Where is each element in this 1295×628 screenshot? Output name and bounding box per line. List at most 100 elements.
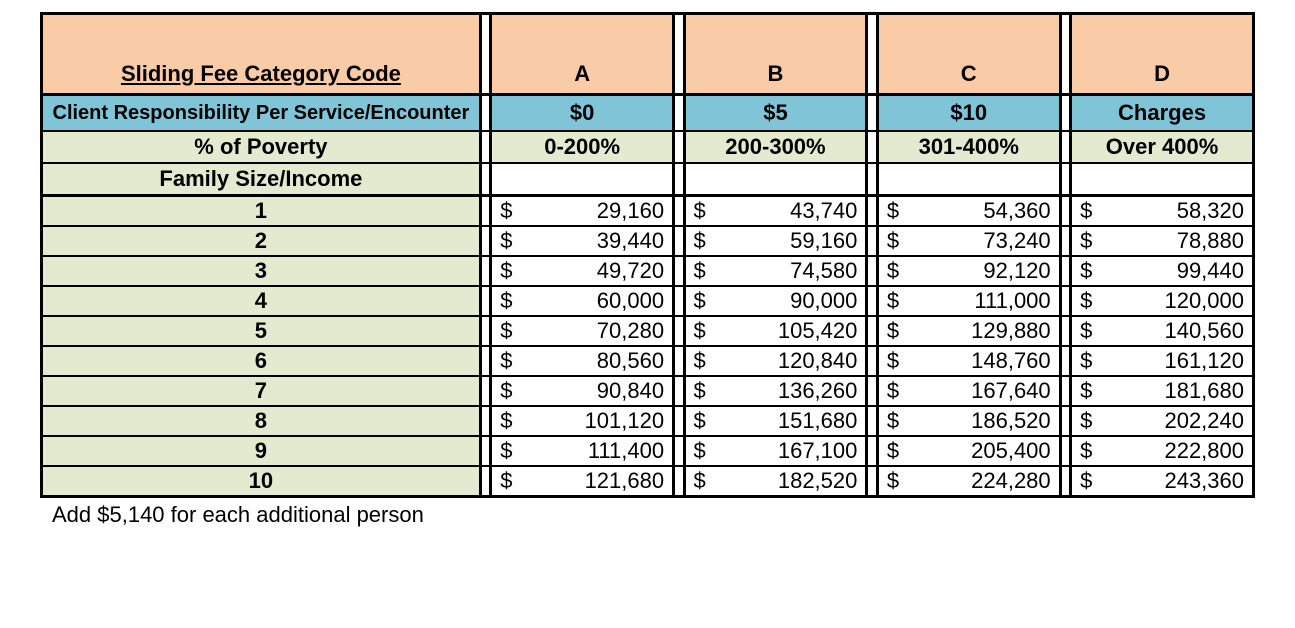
income-cell: $80,560 <box>491 346 674 376</box>
currency-symbol: $ <box>1080 288 1092 314</box>
income-cell: $120,000 <box>1071 286 1254 316</box>
currency-symbol: $ <box>1080 468 1092 494</box>
currency-symbol: $ <box>1080 408 1092 434</box>
table-row: 7$90,840$136,260$167,640$181,680 <box>42 376 1254 406</box>
currency-symbol: $ <box>1080 228 1092 254</box>
income-cell: $49,720 <box>491 256 674 286</box>
family-size-cell: 6 <box>42 346 481 376</box>
table-row: 2$39,440$59,160$73,240$78,880 <box>42 226 1254 256</box>
responsibility-D: Charges <box>1071 95 1254 132</box>
income-amount: 49,720 <box>597 258 664 284</box>
family-size-cell: 1 <box>42 196 481 227</box>
family-size-cell: 9 <box>42 436 481 466</box>
currency-symbol: $ <box>887 288 899 314</box>
income-cell: $39,440 <box>491 226 674 256</box>
currency-symbol: $ <box>500 228 512 254</box>
income-amount: 167,640 <box>971 378 1051 404</box>
family-size-cell: 4 <box>42 286 481 316</box>
row-poverty: % of Poverty 0-200% 200-300% 301-400% Ov… <box>42 131 1254 163</box>
income-cell: $224,280 <box>877 466 1060 497</box>
income-cell: $60,000 <box>491 286 674 316</box>
category-A: A <box>491 14 674 95</box>
income-amount: 202,240 <box>1164 408 1244 434</box>
income-cell: $73,240 <box>877 226 1060 256</box>
income-amount: 111,400 <box>588 438 664 464</box>
family-size-cell: 3 <box>42 256 481 286</box>
currency-symbol: $ <box>694 408 706 434</box>
income-amount: 120,000 <box>1164 288 1244 314</box>
income-cell: $161,120 <box>1071 346 1254 376</box>
table-row: 9$111,400$167,100$205,400$222,800 <box>42 436 1254 466</box>
income-amount: 99,440 <box>1177 258 1244 284</box>
family-size-cell: 5 <box>42 316 481 346</box>
income-amount: 58,320 <box>1177 198 1244 224</box>
currency-symbol: $ <box>1080 378 1092 404</box>
income-cell: $92,120 <box>877 256 1060 286</box>
family-size-cell: 2 <box>42 226 481 256</box>
income-cell: $111,400 <box>491 436 674 466</box>
currency-symbol: $ <box>694 258 706 284</box>
currency-symbol: $ <box>500 348 512 374</box>
income-amount: 140,560 <box>1164 318 1244 344</box>
responsibility-label: Client Responsibility Per Service/Encoun… <box>42 95 481 132</box>
table-row: 6$80,560$120,840$148,760$161,120 <box>42 346 1254 376</box>
income-amount: 101,120 <box>585 408 665 434</box>
income-cell: $120,840 <box>684 346 867 376</box>
currency-symbol: $ <box>887 438 899 464</box>
income-amount: 60,000 <box>597 288 664 314</box>
income-amount: 205,400 <box>971 438 1051 464</box>
currency-symbol: $ <box>1080 348 1092 374</box>
category-C: C <box>877 14 1060 95</box>
income-cell: $70,280 <box>491 316 674 346</box>
income-cell: $90,000 <box>684 286 867 316</box>
income-cell: $167,640 <box>877 376 1060 406</box>
currency-symbol: $ <box>694 378 706 404</box>
income-amount: 120,840 <box>778 348 858 374</box>
table-row: 3 $49,720 $74,580 $92,120 $99,440 <box>42 256 1254 286</box>
family-size-cell: 7 <box>42 376 481 406</box>
currency-symbol: $ <box>500 318 512 344</box>
income-amount: 182,520 <box>778 468 858 494</box>
currency-symbol: $ <box>694 228 706 254</box>
poverty-label: % of Poverty <box>42 131 481 163</box>
income-cell: $111,000 <box>877 286 1060 316</box>
income-cell: $186,520 <box>877 406 1060 436</box>
currency-symbol: $ <box>500 258 512 284</box>
row-family-header: Family Size/Income <box>42 163 1254 196</box>
poverty-range-A: 0-200% <box>491 131 674 163</box>
currency-symbol: $ <box>694 438 706 464</box>
currency-symbol: $ <box>500 288 512 314</box>
income-cell: $105,420 <box>684 316 867 346</box>
table-row: 8$101,120$151,680$186,520$202,240 <box>42 406 1254 436</box>
income-cell: $59,160 <box>684 226 867 256</box>
income-amount: 181,680 <box>1164 378 1244 404</box>
income-amount: 136,260 <box>778 378 858 404</box>
poverty-range-C: 301-400% <box>877 131 1060 163</box>
income-rows: 1$29,160$43,740$54,360$58,3202$39,440$59… <box>42 196 1254 497</box>
income-cell: $167,100 <box>684 436 867 466</box>
income-amount: 148,760 <box>971 348 1051 374</box>
income-cell: $151,680 <box>684 406 867 436</box>
income-amount: 80,560 <box>597 348 664 374</box>
income-amount: 167,100 <box>778 438 858 464</box>
income-cell: $74,580 <box>684 256 867 286</box>
income-amount: 73,240 <box>983 228 1050 254</box>
currency-symbol: $ <box>500 438 512 464</box>
income-amount: 78,880 <box>1177 228 1244 254</box>
category-B: B <box>684 14 867 95</box>
currency-symbol: $ <box>694 198 706 224</box>
poverty-range-D: Over 400% <box>1071 131 1254 163</box>
currency-symbol: $ <box>887 468 899 494</box>
currency-symbol: $ <box>500 408 512 434</box>
income-amount: 161,120 <box>1164 348 1244 374</box>
row-responsibility: Client Responsibility Per Service/Encoun… <box>42 95 1254 132</box>
sliding-fee-table: Sliding Fee Category Code A B C D Client… <box>40 12 1255 498</box>
currency-symbol: $ <box>1080 258 1092 284</box>
currency-symbol: $ <box>1080 438 1092 464</box>
currency-symbol: $ <box>1080 198 1092 224</box>
income-cell: $148,760 <box>877 346 1060 376</box>
income-amount: 224,280 <box>971 468 1051 494</box>
currency-symbol: $ <box>887 348 899 374</box>
currency-symbol: $ <box>887 408 899 434</box>
currency-symbol: $ <box>694 318 706 344</box>
